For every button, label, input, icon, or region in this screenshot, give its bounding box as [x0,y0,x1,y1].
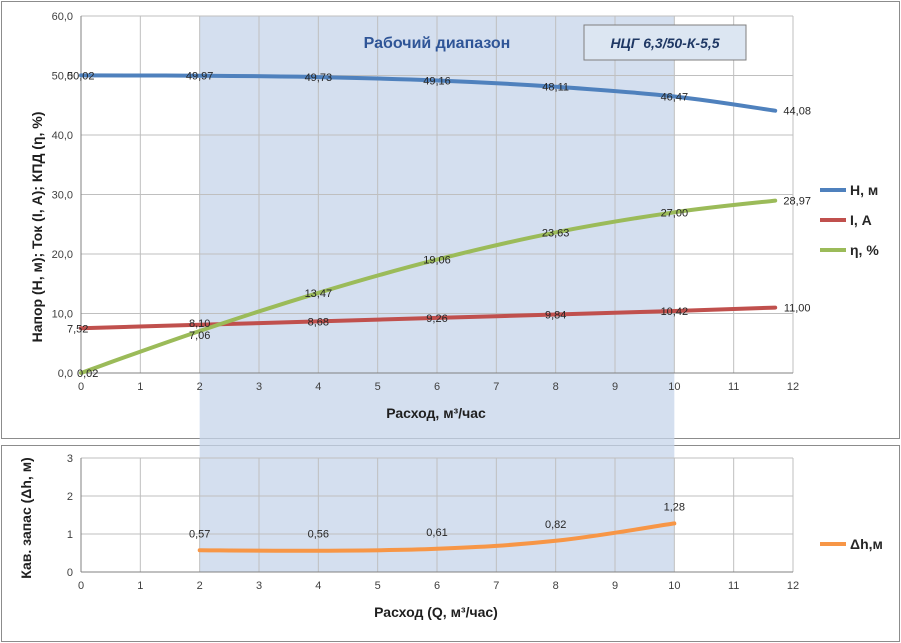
top-chart-y-tick-label: 60,0 [52,11,73,23]
bottom-chart-x-tick-label: 1 [137,580,143,592]
dh-data-label: 0,82 [545,519,566,531]
bottom-chart-series [197,521,677,553]
top-chart-x-tick-label: 11 [728,381,739,393]
h-data-label: 46,47 [661,92,689,104]
bottom-chart-grid [80,457,794,573]
top-chart-x-axis-title: Расход, м³/час [386,405,486,421]
bottom-chart-x-tick-label: 4 [315,580,321,592]
dh-data-label: 1,28 [664,501,685,513]
eta-data-label: 7,06 [189,330,210,342]
eta-data-label: 0,02 [77,368,98,380]
bottom-chart-y-tick-label: 0 [67,567,73,579]
top-chart-y-tick-label: 20,0 [52,249,73,261]
eta-data-label: 28,97 [783,196,811,208]
top-chart-x-tick-label: 4 [315,381,321,393]
top-chart-x-tick-label: 3 [256,381,262,393]
bottom-chart-data-labels: 0,57 0,56 0,61 0,82 1,28 [189,501,685,540]
top-chart-x-tick-label: 7 [493,381,499,393]
top-chart-x-tick-label: 1 [137,381,143,393]
top-chart-y-tick-label: 30,0 [52,190,73,202]
bottom-chart-y-tick-label: 2 [67,491,73,503]
h-data-label: 50,02 [67,70,95,82]
h-series-line [79,73,778,113]
bottom-chart-x-tick-label: 0 [78,580,84,592]
dh-data-label: 0,61 [426,527,447,539]
bottom-chart-legend: Δh,м [820,536,883,552]
top-chart-data-labels: 50,02 49,97 49,73 49,16 48,11 46,47 44,08 7,52 8… [67,70,811,380]
bottom-chart-x-axis-title: Расход (Q, м³/час) [374,604,498,620]
dh-data-label: 0,57 [189,528,210,540]
bottom-chart-y-axis-title: Кав. запас (Δh, м) [18,457,34,578]
top-chart-x-tick-label: 5 [375,381,381,393]
top-chart-y-tick-label: 0,0 [58,368,73,380]
top-chart-ticks: 0 1 2 3 4 5 6 7 8 9 10 11 120,010,020,030,040,050,06… [52,11,800,393]
bottom-chart-x-tick-label: 3 [256,580,262,592]
top-chart-x-tick-label: 2 [197,381,203,393]
eta-data-label: 19,06 [423,255,451,267]
bottom-chart-x-tick-label: 5 [375,580,381,592]
h-data-label: 49,16 [423,75,451,87]
bottom-chart-x-tick-label: 7 [493,580,499,592]
i-data-label: 8,68 [308,316,329,328]
eta-series-line [79,198,778,375]
bottom-chart-x-tick-label: 9 [612,580,618,592]
bottom-chart-x-tick-label: 8 [553,580,559,592]
eta-data-label: 27,00 [661,207,689,219]
bottom-chart-y-tick-label: 1 [67,529,73,541]
i-data-label: 8,10 [189,318,210,330]
h-data-label: 49,73 [305,72,333,84]
h-data-label: 49,97 [186,71,214,83]
bottom-chart-y-tick-label: 3 [67,453,73,465]
i-data-label: 11,00 [784,303,811,315]
bottom-chart-x-tick-label: 11 [728,580,739,592]
top-chart-y-tick-label: 50,0 [52,71,73,83]
i-series-line [79,305,778,331]
working-range-label: Рабочий диапазон [364,35,511,52]
top-chart-y-tick-label: 10,0 [52,309,73,321]
h-data-label: 48,11 [542,82,569,94]
top-chart-x-tick-label: 0 [78,381,84,393]
top-chart-x-tick-label: 8 [553,381,559,393]
dh-legend-label: Δh,м [850,536,883,552]
i-data-label: 9,84 [545,309,566,321]
top-chart-x-tick-label: 9 [612,381,618,393]
top-chart-series [79,73,778,375]
top-chart-legend: H, м I, А η, % [820,182,879,258]
bottom-chart-x-tick-label: 6 [434,580,440,592]
dh-data-label: 0,56 [308,529,329,541]
i-data-label: 9,26 [426,313,447,325]
top-chart-x-tick-label: 12 [787,381,799,393]
top-chart-x-tick-label: 6 [434,381,440,393]
i-legend-label: I, А [850,212,872,228]
top-chart-y-tick-label: 40,0 [52,130,73,142]
bottom-chart-x-tick-label: 2 [197,580,203,592]
eta-legend-label: η, % [850,242,879,258]
dh-series-line [197,521,677,553]
bottom-chart-x-tick-label: 10 [668,580,680,592]
model-label-box [583,24,747,61]
i-data-label: 7,52 [67,323,88,335]
top-chart-x-tick-label: 10 [668,381,680,393]
eta-data-label: 23,63 [542,227,570,239]
h-legend-label: H, м [850,182,878,198]
i-data-label: 10,42 [661,306,689,318]
bottom-chart-x-tick-label: 12 [787,580,799,592]
model-label: НЦГ 6,3/50-К-5,5 [610,35,719,51]
h-data-label: 44,08 [783,106,811,118]
top-chart-y-axis-title: Напор (H, м); Ток (I, А); КПД (η, %) [29,112,45,343]
eta-data-label: 13,47 [305,288,333,300]
